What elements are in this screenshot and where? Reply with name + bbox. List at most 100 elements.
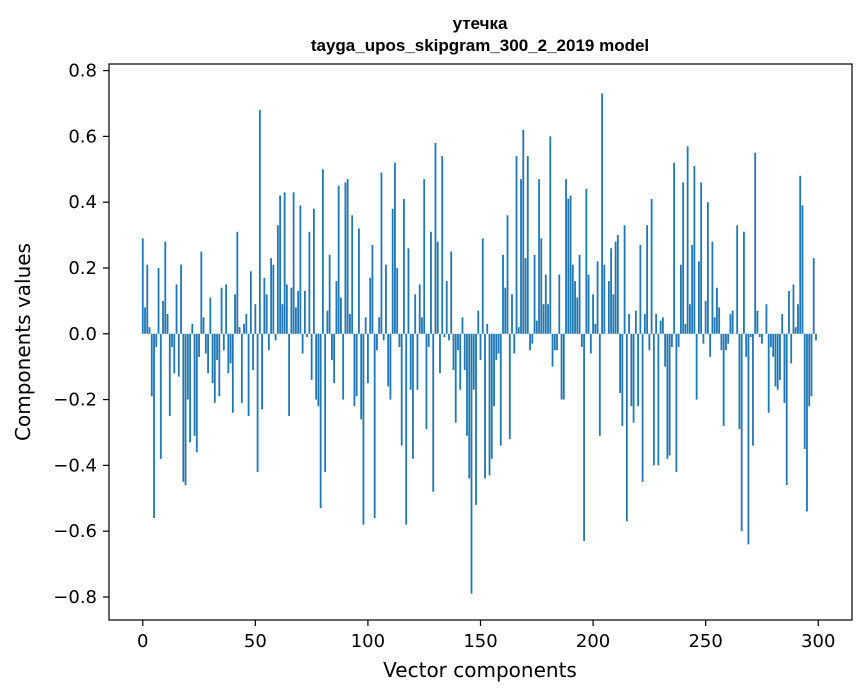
bar-252	[709, 333, 712, 357]
bar-144	[466, 333, 468, 436]
bar-101	[369, 277, 372, 334]
bar-54	[263, 277, 266, 334]
bar-17	[180, 264, 182, 334]
bar-42	[236, 231, 239, 334]
bar-262	[731, 310, 734, 334]
bar-161	[504, 287, 507, 334]
bar-30	[209, 297, 212, 334]
bar-48	[249, 271, 252, 334]
bar-20	[186, 333, 189, 400]
bar-273	[756, 310, 759, 334]
bar-294	[803, 333, 806, 449]
bar-127	[427, 333, 430, 347]
bar-98	[362, 333, 365, 525]
bar-293	[801, 205, 804, 334]
bar-64	[285, 284, 288, 334]
bar-34	[218, 333, 221, 397]
bar-174	[533, 254, 536, 334]
bar-97	[360, 333, 363, 420]
bar-19	[184, 333, 187, 486]
bar-24	[195, 333, 198, 453]
bar-270	[749, 333, 752, 338]
bar-202	[596, 261, 599, 334]
bar-16	[177, 333, 180, 377]
bar-182	[551, 333, 554, 367]
bar-37	[225, 284, 227, 334]
bar-105	[378, 317, 381, 334]
bar-238	[677, 333, 680, 347]
bar-261	[729, 314, 732, 334]
bar-117	[405, 333, 408, 525]
bar-119	[409, 333, 412, 390]
bar-267	[743, 231, 745, 334]
x-axis: 0 50 100 150 200 250 300	[137, 620, 835, 652]
bar-93	[351, 215, 354, 334]
bar-237	[675, 333, 678, 472]
bar-56	[267, 333, 270, 351]
bar-217	[630, 333, 633, 407]
bar-102	[371, 244, 374, 334]
bar-290	[794, 327, 797, 334]
bar-38	[227, 333, 230, 374]
bar-210	[614, 241, 617, 334]
bar-0	[141, 238, 144, 334]
bar-265	[738, 333, 741, 430]
bar-109	[387, 333, 390, 387]
bar-21	[189, 333, 191, 443]
bar-122	[416, 333, 419, 390]
bar-171	[526, 156, 529, 334]
bar-170	[524, 258, 527, 334]
bar-137	[450, 251, 453, 334]
bar-239	[679, 264, 682, 334]
bar-250	[704, 300, 707, 334]
y-tick-label: 0.4	[68, 192, 97, 213]
bar-187	[562, 333, 565, 400]
y-tick-label: −0.2	[53, 390, 97, 411]
bar-176	[538, 179, 540, 334]
bar-284	[781, 314, 784, 334]
x-tick-label: 0	[137, 631, 148, 652]
bar-232	[664, 333, 667, 367]
bar-253	[711, 241, 714, 334]
bar-1	[144, 307, 146, 334]
bar-63	[283, 192, 286, 334]
bar-279	[770, 333, 772, 347]
bar-120	[412, 333, 414, 459]
bar-145	[468, 333, 471, 479]
bar-151	[481, 238, 484, 334]
bar-14	[173, 333, 176, 374]
bar-31	[211, 333, 214, 384]
bar-123	[418, 284, 421, 334]
bar-295	[806, 333, 808, 512]
bar-249	[702, 333, 705, 344]
bar-166	[515, 156, 518, 334]
bar-153	[486, 323, 489, 334]
y-tick-label: 0.2	[68, 258, 97, 279]
bar-272	[754, 152, 757, 334]
bar-225	[648, 333, 651, 351]
bar-154	[488, 333, 491, 476]
bar-247	[698, 261, 700, 334]
bar-140	[457, 333, 459, 351]
bar-92	[349, 314, 351, 334]
bar-28	[204, 333, 207, 354]
bar-226	[650, 198, 653, 334]
bar-173	[531, 333, 534, 344]
bar-104	[376, 333, 378, 351]
bar-46	[245, 314, 248, 334]
bar-183	[553, 333, 556, 351]
bar-209	[612, 294, 615, 334]
bar-133	[441, 156, 444, 334]
bar-80	[321, 169, 324, 334]
bar-84	[331, 333, 333, 361]
bar-200	[592, 294, 594, 334]
x-tick-label: 300	[801, 631, 835, 652]
bar-27	[202, 317, 205, 334]
bars-group	[141, 93, 817, 594]
bar-258	[722, 333, 725, 426]
bar-100	[367, 333, 369, 384]
bar-257	[720, 333, 723, 351]
bar-25	[198, 333, 200, 357]
bar-26	[200, 251, 203, 334]
bar-246	[695, 333, 698, 400]
